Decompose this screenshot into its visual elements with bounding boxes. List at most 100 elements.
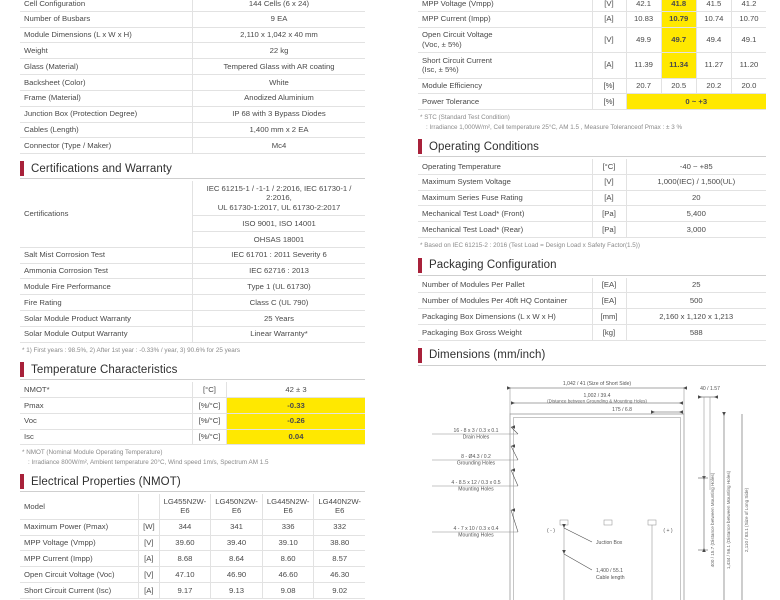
svg-text:( + ): ( + ) xyxy=(663,528,673,534)
row-label: Fire Rating xyxy=(20,294,193,312)
column-header-model-name: LG450N2W-E6 xyxy=(210,494,263,520)
row-value: 588 xyxy=(625,324,766,341)
table-row: Number of Modules Per Pallet [EA] 25 xyxy=(418,277,766,294)
row-value: 49.9 xyxy=(625,27,662,54)
row-label: MPP Current (Impp) xyxy=(20,550,139,568)
table-row: Maximum System Voltage [V] 1,000(IEC) / … xyxy=(418,174,766,191)
table-row: Ammonia Corrosion Test IEC 62716 : 2013 xyxy=(20,263,365,280)
table-row: Cell Configuration 144 Cells (6 x 24) xyxy=(20,0,365,12)
row-value: 500 xyxy=(625,292,766,310)
row-label: Junction Box (Protection Degree) xyxy=(20,106,193,123)
row-unit: [%/°C] xyxy=(192,413,227,430)
row-label: Packaging Box Dimensions (L x W x H) xyxy=(418,308,592,325)
svg-text:16 - 8 x 3 / 0.3 x 0.1: 16 - 8 x 3 / 0.3 x 0.1 xyxy=(453,428,498,434)
table-row: Glass (Material) Tempered Glass with AR … xyxy=(20,58,365,76)
accent-bar-icon xyxy=(418,347,422,363)
table-row: Salt Mist Corrosion Test IEC 61701 : 201… xyxy=(20,247,365,264)
certifications-table: Certifications IEC 61215-1 / -1-1 / 2:20… xyxy=(20,181,365,343)
table-row: Pmax [%/°C] -0.33 xyxy=(20,397,365,414)
row-value: 11.20 xyxy=(730,52,766,79)
certifications-footnote: * 1) First years : 98.5%, 2) After 1st y… xyxy=(22,346,241,354)
row-label: MPP Current (Impp) xyxy=(418,11,592,28)
row-value: 20 xyxy=(625,190,766,207)
row-label: Solar Module Output Warranty xyxy=(20,326,193,343)
row-value: 8.68 xyxy=(158,550,211,568)
svg-text:2,110 / 83.1 (Size of Long Sid: 2,110 / 83.1 (Size of Long Side) xyxy=(744,487,749,552)
row-value: 47.10 xyxy=(158,566,211,583)
row-label: Maximum System Voltage xyxy=(418,174,592,191)
module-dimension-drawing: 1,042 / 41 (Size of Short Side) 1,002 / 3… xyxy=(418,370,766,600)
row-value: 1,400 mm x 2 EA xyxy=(192,122,365,139)
row-label: Mechanical Test Load* (Front) xyxy=(418,205,592,223)
accent-bar-icon xyxy=(20,161,24,177)
table-row: Solar Module Product Warranty 25 Years xyxy=(20,310,365,327)
row-unit: [EA] xyxy=(591,292,626,310)
row-unit: [V] xyxy=(591,0,626,12)
row-unit: [Pa] xyxy=(591,205,626,223)
svg-text:Juction Box: Juction Box xyxy=(596,540,623,546)
row-value: 39.10 xyxy=(261,535,314,552)
row-label: Voc xyxy=(20,413,193,430)
temperature-characteristics-table: NMOT* [°C] 42 ± 3 Pmax [%/°C] -0.33 Voc … xyxy=(20,382,365,446)
row-unit: [V] xyxy=(138,566,160,583)
row-value: 1,000(IEC) / 1,500(UL) xyxy=(625,174,766,191)
packaging-configuration-table: Number of Modules Per Pallet [EA] 25 Num… xyxy=(418,277,766,341)
row-value: 10.70 xyxy=(730,11,766,28)
table-row: Short Circuit Current (Isc) [A] 9.17 9.13 9… xyxy=(20,582,365,599)
section-header-operating-conditions: Operating Conditions xyxy=(418,139,766,157)
row-label: Maximum Series Fuse Rating xyxy=(418,190,592,207)
table-row: MPP Current (Impp) [A] 10.83 10.79 10.74 10.… xyxy=(418,11,766,28)
row-value: White xyxy=(192,74,365,91)
column-header-model-name: LG445N2W-E6 xyxy=(261,494,314,520)
table-row: Maximum Power (Pmax) [W] 344 341 336 332 xyxy=(20,519,365,536)
section-title: Dimensions (mm/inch) xyxy=(429,349,546,362)
row-value: 20.2 xyxy=(695,78,732,95)
section-header-dimensions: Dimensions (mm/inch) xyxy=(418,347,766,366)
row-value: 8.57 xyxy=(313,550,365,568)
svg-text:Mounting Holes: Mounting Holes xyxy=(458,532,494,538)
row-value: -0.26 xyxy=(226,413,365,430)
row-unit: [A] xyxy=(138,582,160,599)
section-title: Electrical Properties (NMOT) xyxy=(31,475,181,488)
row-label: Module Efficiency xyxy=(418,78,592,95)
row-value: Type 1 (UL 61730) xyxy=(192,278,365,296)
svg-text:Cable length: Cable length xyxy=(596,575,625,581)
row-value: 3,000 xyxy=(625,221,766,239)
table-row: MPP Current (Impp) [A] 8.68 8.64 8.60 8.57 xyxy=(20,550,365,568)
svg-text:Drain Holes: Drain Holes xyxy=(463,434,490,440)
table-row: Module Efficiency [%] 20.7 20.5 20.2 20.0 xyxy=(418,78,766,95)
row-value: 8.64 xyxy=(210,550,263,568)
row-value: 9.08 xyxy=(261,582,314,599)
svg-text:Grounding Holes: Grounding Holes xyxy=(457,460,496,466)
row-unit: [A] xyxy=(591,11,626,28)
row-unit: [V] xyxy=(138,535,160,552)
row-value: 49.1 xyxy=(730,27,766,54)
row-value: 46.60 xyxy=(261,566,314,583)
row-unit: [A] xyxy=(591,190,626,207)
row-value: -40 ~ +85 xyxy=(625,159,766,175)
row-value: 22 kg xyxy=(192,42,365,60)
row-value: Tempered Glass with AR coating xyxy=(192,58,365,76)
svg-text:1,042 / 41 (Size of Short Side: 1,042 / 41 (Size of Short Side) xyxy=(563,381,632,387)
row-value: Mc4 xyxy=(192,137,365,155)
table-row: Operating Temperature [°C] -40 ~ +85 xyxy=(418,159,766,175)
table-row: Number of Modules Per 40ft HQ Container … xyxy=(418,292,766,310)
row-value: 20.0 xyxy=(730,78,766,95)
row-value: IEC 61701 : 2011 Severity 6 xyxy=(192,247,365,264)
row-value: 42.1 xyxy=(625,0,662,12)
table-row: Mechanical Test Load* (Rear) [Pa] 3,000 xyxy=(418,221,766,239)
row-value: 46.30 xyxy=(313,566,365,583)
row-unit: [%/°C] xyxy=(192,429,227,446)
row-label: Certifications xyxy=(20,181,193,248)
row-label: Operating Temperature xyxy=(418,159,592,175)
row-value: 2,110 x 1,042 x 40 mm xyxy=(192,27,365,44)
row-value: Anodized Aluminium xyxy=(192,90,365,107)
row-value: 39.60 xyxy=(158,535,211,552)
operating-conditions-table: Operating Temperature [°C] -40 ~ +85 Max… xyxy=(418,159,766,239)
row-label: Number of Busbars xyxy=(20,11,193,28)
table-row: Short Circuit Current (Isc, ± 5%) [A] 11.3… xyxy=(418,52,766,79)
row-label: Ammonia Corrosion Test xyxy=(20,263,193,280)
row-value: 9 EA xyxy=(192,11,365,28)
svg-text:Mounting Holes: Mounting Holes xyxy=(458,486,494,492)
svg-text:(Distance between Grounding &: (Distance between Grounding & Mounting H… xyxy=(547,398,647,403)
